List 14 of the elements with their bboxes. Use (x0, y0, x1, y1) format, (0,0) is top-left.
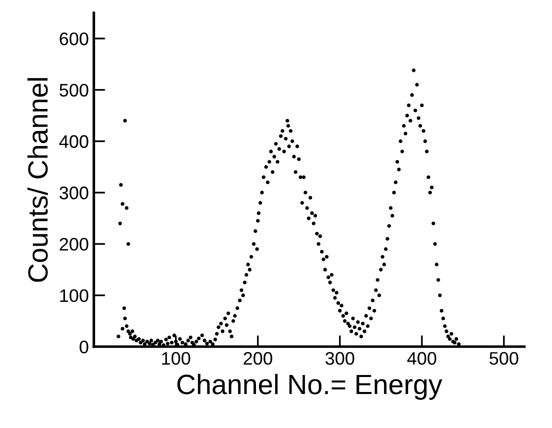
x-tick-label: 100 (162, 352, 190, 365)
y-tick-label: 500 (60, 84, 88, 97)
y-axis-title: Counts/ Channel (27, 78, 48, 282)
y-tick-label: 600 (60, 32, 88, 46)
y-tick-label: 0 (80, 340, 88, 354)
x-tick-label: 500 (490, 352, 518, 365)
y-tick-label: 300 (60, 186, 88, 200)
x-tick-label: 200 (244, 352, 272, 365)
y-tick-label: 100 (60, 289, 88, 302)
y-tick-label: 400 (59, 135, 88, 148)
x-tick-label: 300 (326, 352, 354, 365)
x-tick-label: 400 (407, 352, 436, 365)
x-axis-title: Channel No.= Energy (177, 374, 442, 400)
y-tick-label: 200 (60, 238, 88, 251)
